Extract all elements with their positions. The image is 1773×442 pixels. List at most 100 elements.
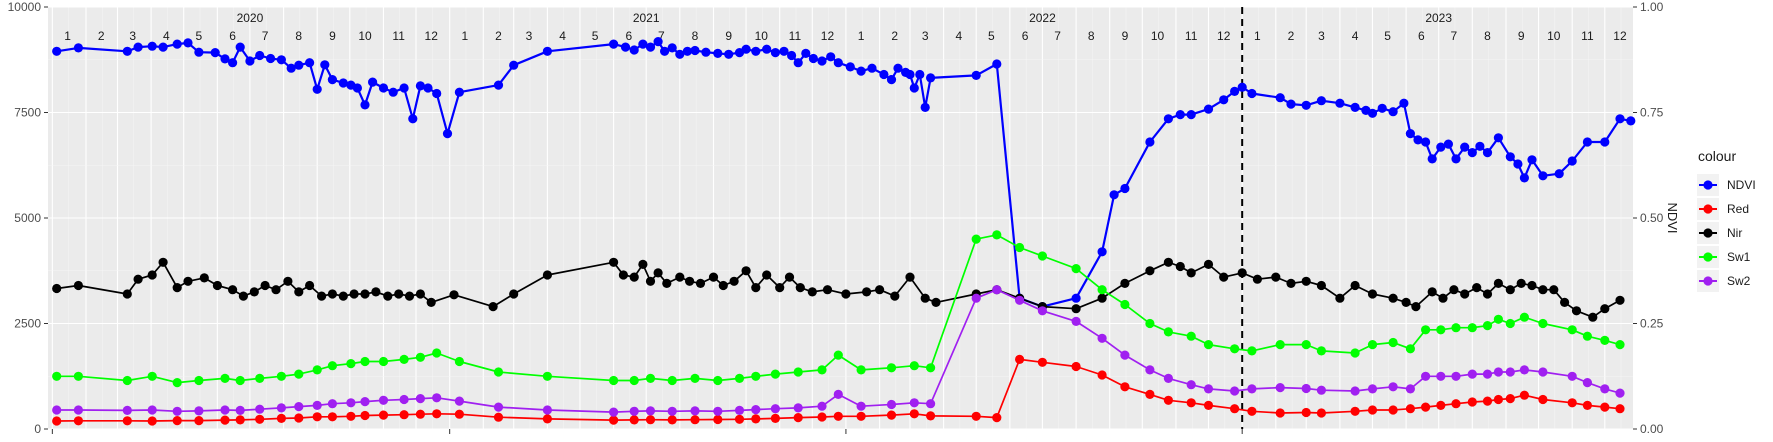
month-label: 7 <box>658 29 665 43</box>
data-point-nir <box>542 270 553 280</box>
data-point-nir <box>509 289 519 299</box>
data-point-nir <box>1571 306 1582 316</box>
data-point-sw1 <box>1120 299 1130 310</box>
data-point-sw1 <box>1451 323 1461 333</box>
month-label: 5 <box>988 29 995 43</box>
series-sw2 <box>52 285 1625 417</box>
month-label: 3 <box>922 29 929 43</box>
data-point-sw1 <box>194 375 204 386</box>
legend-dot <box>1703 276 1713 286</box>
data-point-ndvi <box>1519 173 1529 183</box>
month-label: 1 <box>1254 29 1261 43</box>
data-point-red <box>399 410 409 420</box>
data-point-sw2 <box>1567 371 1577 381</box>
data-point-ndvi <box>856 66 866 76</box>
data-point-ndvi <box>493 80 504 90</box>
data-point-ndvi <box>305 58 315 68</box>
data-point-nir <box>73 280 83 291</box>
y2-tick-label: 1.00 <box>1640 0 1664 14</box>
data-point-red <box>909 409 919 419</box>
data-point-red <box>971 411 981 421</box>
data-point-sw1 <box>220 373 230 383</box>
data-point-nir <box>1203 259 1214 269</box>
data-point-nir <box>1516 278 1526 288</box>
data-point-ndvi <box>368 77 378 87</box>
data-point-ndvi <box>1275 93 1285 103</box>
data-point-ndvi <box>1554 169 1564 179</box>
data-point-red <box>751 414 761 424</box>
data-point-sw2 <box>1388 382 1398 392</box>
data-point-nir <box>1505 285 1515 295</box>
data-point-ndvi <box>905 69 915 80</box>
data-point-sw2 <box>1582 378 1592 388</box>
data-point-ndvi <box>454 87 464 97</box>
data-point-ndvi <box>122 46 132 56</box>
data-point-nir <box>1493 278 1503 288</box>
data-point-ndvi <box>1377 103 1387 113</box>
series-sw1 <box>52 230 1625 388</box>
data-point-sw1 <box>886 363 897 373</box>
data-point-sw2 <box>276 403 286 413</box>
data-point-nir <box>449 290 459 300</box>
data-point-sw1 <box>346 359 356 369</box>
data-point-ndvi <box>1316 96 1326 106</box>
data-point-sw2 <box>1071 316 1081 326</box>
data-point-red <box>542 414 553 424</box>
legend-item-nir: Nir <box>1697 222 1742 244</box>
data-point-sw2 <box>1186 380 1196 390</box>
data-point-sw1 <box>1421 325 1431 335</box>
data-point-nir <box>1252 274 1262 284</box>
data-point-red <box>645 415 656 425</box>
data-point-sw1 <box>926 363 936 373</box>
data-point-red <box>1519 390 1529 400</box>
data-point-nir <box>183 276 193 286</box>
data-point-ndvi <box>667 43 677 53</box>
data-point-ndvi <box>609 39 619 49</box>
data-point-sw2 <box>1097 333 1107 343</box>
data-point-sw2 <box>415 394 425 404</box>
data-point-red <box>1388 405 1398 415</box>
data-point-nir <box>317 291 327 301</box>
data-point-nir <box>905 272 915 282</box>
data-point-ndvi <box>1451 154 1461 164</box>
data-point-ndvi <box>1350 102 1360 112</box>
data-point-sw1 <box>1301 340 1311 350</box>
data-point-sw1 <box>360 356 370 367</box>
data-point-ndvi <box>1097 247 1107 257</box>
month-label: 11 <box>789 29 802 43</box>
data-point-ndvi <box>286 63 296 73</box>
data-point-ndvi <box>442 129 453 139</box>
data-point-ndvi <box>1230 86 1240 96</box>
data-point-red <box>432 409 442 419</box>
data-point-red <box>1230 404 1240 414</box>
data-point-nir <box>238 291 248 301</box>
data-point-nir <box>199 273 209 283</box>
data-point-ndvi <box>893 63 903 73</box>
data-point-ndvi <box>338 78 348 88</box>
data-point-ndvi <box>817 56 827 66</box>
data-point-sw2 <box>1350 386 1360 396</box>
data-point-sw1 <box>122 375 132 386</box>
right-y-axis: 0.00 0.25 0.50 0.75 1.00 <box>1633 0 1664 436</box>
legend-label: Sw2 <box>1727 274 1751 288</box>
data-point-nir <box>638 259 648 269</box>
data-point-ndvi <box>52 46 62 56</box>
data-point-sw2 <box>255 404 265 414</box>
left-y-axis: 0 2500 5000 7500 10000 <box>8 0 48 436</box>
data-point-sw1 <box>172 378 182 388</box>
data-point-ndvi <box>1301 100 1311 110</box>
data-point-sw1 <box>1350 348 1360 358</box>
data-point-ndvi <box>1071 293 1081 303</box>
data-point-nir <box>158 257 168 267</box>
month-label: 2 <box>495 29 502 43</box>
data-point-sw2 <box>220 405 230 415</box>
data-point-red <box>1482 396 1493 406</box>
data-point-sw2 <box>235 405 245 415</box>
data-point-red <box>833 411 843 421</box>
data-point-sw1 <box>1097 285 1107 295</box>
data-point-sw2 <box>1301 383 1311 394</box>
data-point-sw2 <box>1247 384 1257 394</box>
data-point-ndvi <box>415 81 425 91</box>
data-point-ndvi <box>690 45 700 56</box>
